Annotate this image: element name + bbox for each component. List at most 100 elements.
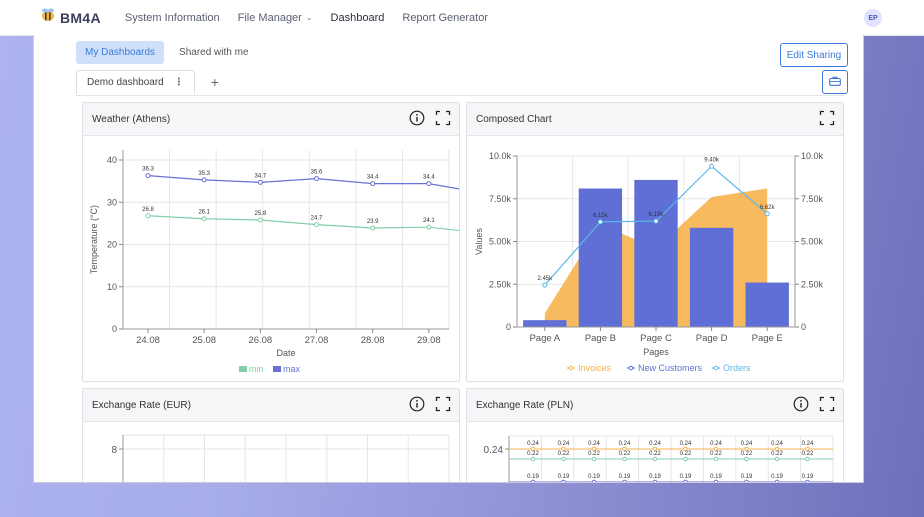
legend-marker (628, 365, 634, 371)
tab-my-dashboards[interactable]: My Dashboards (76, 41, 165, 64)
weather-panel: Weather (Athens) 0 10 20 30 40 24.08 25.08 26.0… (82, 102, 460, 382)
y2-tick-label: 5.00k (801, 237, 824, 247)
nav-label: File Manager (237, 11, 302, 24)
y-tick-label: 5.00k (489, 237, 512, 247)
data-label: 0.19 (771, 474, 783, 480)
data-label: 35.6 (311, 170, 323, 176)
data-label: 0.24 (588, 441, 600, 447)
edit-sharing-button[interactable]: Edit Sharing (780, 43, 848, 67)
legend-label: max (283, 364, 301, 374)
nav-label: System Information (124, 11, 220, 24)
nav-label: Dashboard (330, 11, 385, 24)
data-point (622, 479, 627, 482)
data-label: 35.3 (198, 171, 210, 177)
data-point-orders (764, 211, 770, 217)
y2-tick-label: 0 (801, 322, 806, 332)
data-point (561, 456, 566, 462)
data-label: 34.4 (367, 175, 379, 181)
pln-panel: Exchange Rate (PLN) 0.24 0.24 0.24 0.24 0.24… (466, 388, 844, 482)
data-point (744, 446, 749, 452)
data-point (561, 446, 566, 452)
data-label: 24.1 (423, 218, 435, 224)
app-logo[interactable]: BM4A (40, 7, 101, 28)
info-icon[interactable] (409, 396, 425, 412)
data-label: 0.22 (741, 451, 753, 457)
fullscreen-icon[interactable] (819, 110, 835, 126)
bar-new-customers (634, 179, 678, 327)
nav-dashboard[interactable]: Dashboard (331, 12, 385, 24)
data-label: 23.9 (367, 219, 379, 225)
briefcase-button[interactable] (822, 70, 848, 94)
data-label: 9.40k (704, 157, 720, 163)
bar-new-customers (745, 282, 789, 327)
briefcase-icon (829, 76, 841, 89)
data-label: 0.19 (619, 474, 631, 480)
data-point (591, 456, 597, 462)
nav-label: Report Generator (402, 11, 488, 24)
data-label: 0.24 (741, 441, 753, 447)
panel-title: Composed Chart (476, 113, 552, 125)
pln-chart: 0.24 0.24 0.24 0.24 0.24 0.24 0.24 0.24 0.24 0.24… (484, 435, 834, 482)
info-icon[interactable] (409, 110, 425, 126)
panel-title: Exchange Rate (EUR) (92, 399, 191, 411)
y-tick-label: 20 (107, 240, 117, 250)
tab-demo-dashboard[interactable]: Demo dashboard ⋮ (76, 70, 195, 94)
data-point-max (257, 179, 263, 185)
data-label: 34.4 (423, 175, 435, 181)
data-label: 26.8 (142, 207, 154, 213)
y-axis-label: Values (474, 228, 484, 255)
y-tick-label: 40 (107, 155, 117, 165)
data-point (530, 479, 536, 482)
series-line-max (147, 175, 459, 190)
bee-logo-icon (40, 7, 56, 28)
fullscreen-icon[interactable] (819, 396, 835, 412)
data-point-min (314, 222, 319, 228)
kebab-menu-icon[interactable]: ⋮ (173, 77, 184, 88)
data-point (591, 479, 597, 482)
data-point-max (145, 173, 151, 179)
data-point-orders (597, 219, 603, 225)
data-label: 36.3 (142, 167, 154, 173)
data-label: 0.24 (619, 441, 631, 447)
data-label: 0.24 (680, 441, 692, 447)
tab-shared-with-me[interactable]: Shared with me (179, 47, 249, 58)
fullscreen-icon[interactable] (435, 396, 451, 412)
data-label: 0.19 (558, 474, 570, 480)
y-tick-label: 30 (107, 197, 117, 207)
data-point (713, 456, 719, 462)
nav-system-information[interactable]: System Information (125, 12, 220, 24)
data-point-min (201, 216, 207, 222)
nav-report-generator[interactable]: Report Generator (402, 12, 488, 24)
x-tick-label: Page E (752, 333, 783, 344)
legend-label: Invoices (578, 363, 612, 373)
nav-file-manager[interactable]: File Manager ⌄ (238, 12, 313, 24)
data-label: 0.24 (527, 441, 539, 447)
info-icon[interactable] (793, 396, 809, 412)
data-point-max (314, 176, 319, 182)
data-label: 0.19 (588, 474, 600, 480)
panel-header: Exchange Rate (PLN) (467, 389, 843, 422)
legend-swatch (273, 366, 281, 372)
data-point-min (426, 224, 432, 230)
x-axis-label: Date (276, 348, 295, 358)
y-tick-label: 0 (506, 322, 511, 332)
data-label: 2.45k (537, 276, 553, 282)
dashboard-window: My Dashboards Shared with me Edit Sharin… (33, 35, 864, 483)
legend-marker (568, 365, 574, 371)
dashboard-tabs: Demo dashboard ⋮ + (76, 70, 219, 94)
bar-new-customers (523, 320, 567, 327)
data-label: 0.22 (771, 451, 783, 457)
user-avatar[interactable]: EP (864, 9, 882, 27)
x-tick-label: 28.08 (361, 335, 385, 346)
data-point-min (370, 225, 376, 231)
bar-new-customers (578, 188, 623, 327)
data-label: 0.19 (649, 474, 661, 480)
y2-tick-label: 2.50k (801, 279, 824, 289)
y-tick-label: 10.0k (489, 151, 512, 161)
data-label: 0.19 (802, 474, 814, 480)
data-point-max (370, 181, 376, 187)
data-point (744, 479, 749, 482)
add-dashboard-button[interactable]: + (210, 74, 219, 90)
fullscreen-icon[interactable] (435, 110, 451, 126)
legend-label: New Customers (638, 363, 703, 373)
